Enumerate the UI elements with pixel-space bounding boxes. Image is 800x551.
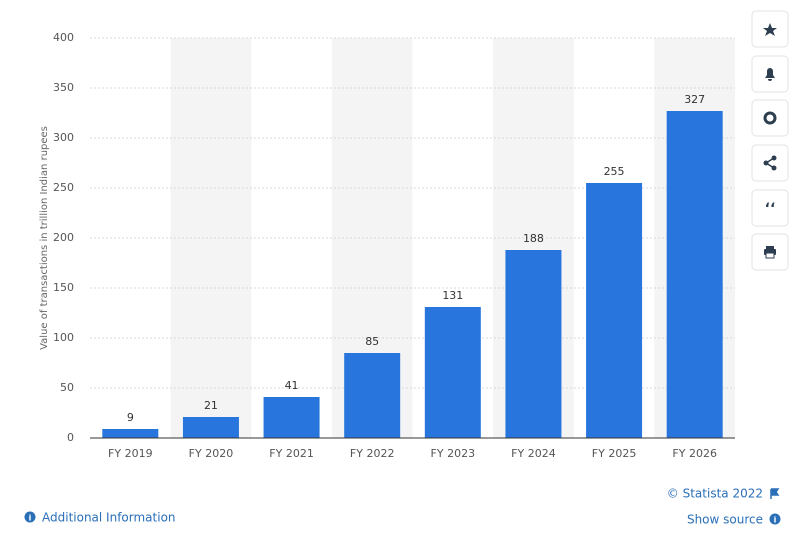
x-tick-label: FY 2020 bbox=[189, 447, 234, 460]
bar bbox=[263, 397, 320, 438]
value-label: 131 bbox=[442, 289, 463, 302]
info-icon bbox=[24, 511, 36, 523]
value-label: 85 bbox=[365, 335, 379, 348]
share-icon bbox=[763, 155, 777, 171]
copyright[interactable]: © Statista 2022 bbox=[667, 487, 763, 501]
y-tick-label: 250 bbox=[53, 181, 74, 194]
info-icon bbox=[769, 513, 781, 525]
show-source-link[interactable]: Show source bbox=[687, 513, 763, 527]
value-label: 188 bbox=[523, 232, 544, 245]
flag-icon bbox=[770, 488, 780, 499]
y-tick-label: 400 bbox=[53, 31, 74, 44]
x-tick-label: FY 2021 bbox=[269, 447, 314, 460]
bar bbox=[666, 111, 723, 438]
y-tick-label: 300 bbox=[53, 131, 74, 144]
y-tick-label: 200 bbox=[53, 231, 74, 244]
y-axis-label: Value of transactions in trillion Indian… bbox=[39, 126, 50, 350]
toolbar: ‘‘ bbox=[751, 10, 789, 271]
settings-button[interactable] bbox=[751, 99, 789, 137]
bar bbox=[344, 353, 401, 438]
y-tick-label: 50 bbox=[60, 381, 74, 394]
additional-info-link[interactable]: Additional Information bbox=[42, 511, 176, 525]
x-tick-label: FY 2025 bbox=[592, 447, 637, 460]
bar bbox=[424, 307, 481, 438]
x-tick-label: FY 2023 bbox=[431, 447, 476, 460]
y-tick-label: 150 bbox=[53, 281, 74, 294]
value-label: 255 bbox=[604, 165, 625, 178]
x-tick-label: FY 2019 bbox=[108, 447, 153, 460]
cite-button[interactable] bbox=[751, 189, 789, 227]
value-label: 41 bbox=[285, 379, 299, 392]
share-button[interactable] bbox=[751, 144, 789, 182]
x-tick-label: FY 2022 bbox=[350, 447, 395, 460]
x-tick-label: FY 2026 bbox=[672, 447, 717, 460]
bar bbox=[505, 250, 562, 438]
print-icon bbox=[764, 246, 776, 259]
value-label: 327 bbox=[684, 93, 705, 106]
gear-icon bbox=[763, 111, 777, 125]
y-tick-label: 100 bbox=[53, 331, 74, 344]
plot: 0 50 100 150 200 250 300 350 400 FY 2019 9 FY 2020 2… bbox=[53, 31, 735, 460]
star-icon bbox=[763, 23, 777, 36]
info-glyph: i bbox=[29, 514, 32, 523]
x-tick-label: FY 2024 bbox=[511, 447, 556, 460]
value-label: 21 bbox=[204, 399, 218, 412]
quote-icon: ‘‘ bbox=[765, 201, 776, 217]
info-glyph: i bbox=[774, 516, 777, 525]
bar bbox=[586, 183, 643, 438]
bar bbox=[102, 429, 159, 438]
value-label: 9 bbox=[127, 411, 134, 424]
y-tick-label: 350 bbox=[53, 81, 74, 94]
y-tick-label: 0 bbox=[67, 431, 74, 444]
bell-icon bbox=[765, 68, 775, 81]
bar bbox=[182, 417, 239, 438]
